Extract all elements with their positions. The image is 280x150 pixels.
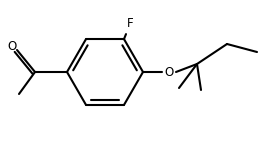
Text: F: F xyxy=(127,17,133,30)
Text: O: O xyxy=(7,39,17,52)
Text: O: O xyxy=(164,66,174,78)
